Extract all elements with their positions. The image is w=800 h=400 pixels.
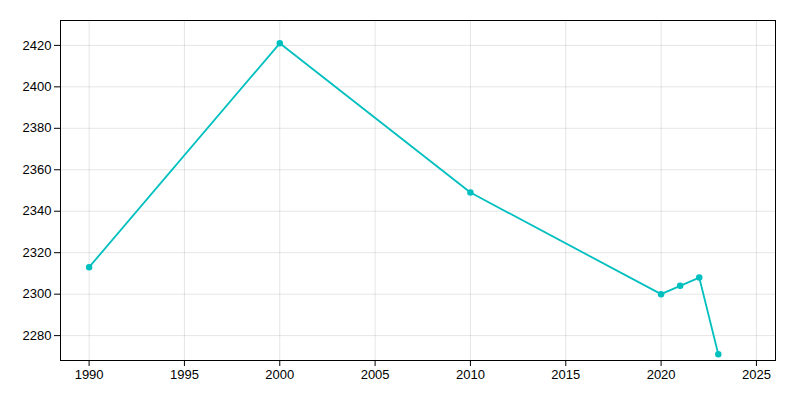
- svg-text:2015: 2015: [551, 367, 580, 382]
- svg-text:2280: 2280: [23, 328, 52, 343]
- svg-text:1995: 1995: [170, 367, 199, 382]
- svg-text:2005: 2005: [361, 367, 390, 382]
- svg-text:2340: 2340: [23, 203, 52, 218]
- svg-text:1990: 1990: [75, 367, 104, 382]
- svg-text:2420: 2420: [23, 38, 52, 53]
- svg-text:2320: 2320: [23, 245, 52, 260]
- svg-text:2020: 2020: [647, 367, 676, 382]
- svg-text:2025: 2025: [742, 367, 771, 382]
- svg-text:2380: 2380: [23, 120, 52, 135]
- svg-text:2400: 2400: [23, 79, 52, 94]
- svg-text:2300: 2300: [23, 286, 52, 301]
- svg-text:2360: 2360: [23, 162, 52, 177]
- svg-text:2000: 2000: [265, 367, 294, 382]
- svg-text:2010: 2010: [456, 367, 485, 382]
